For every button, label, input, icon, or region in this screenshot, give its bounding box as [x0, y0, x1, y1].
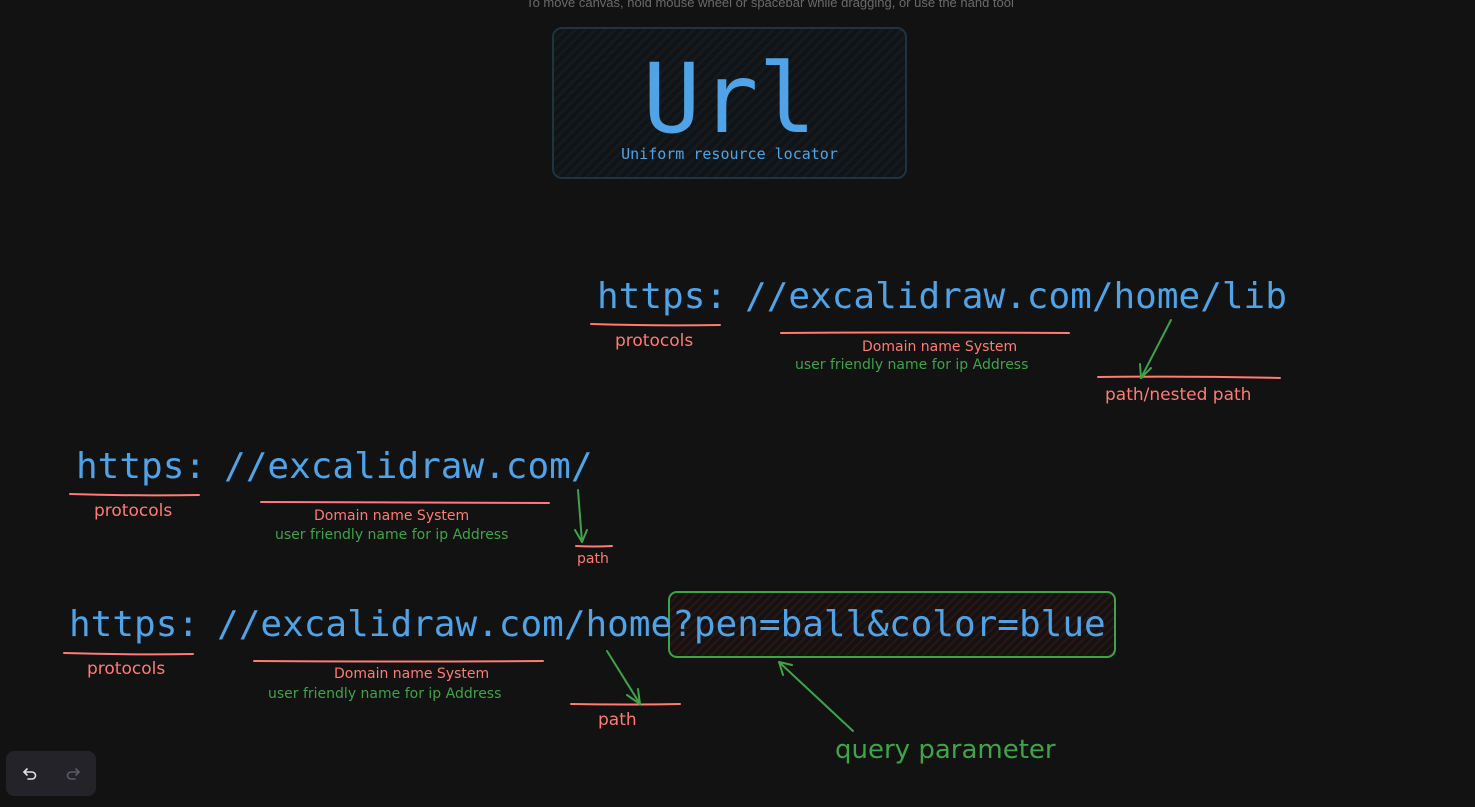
redo-icon — [66, 767, 80, 780]
dns-label: Domain name System — [334, 666, 490, 682]
url-rest: //excalidraw.com/home — [217, 604, 673, 645]
undo-redo-toolbar — [6, 751, 96, 796]
path-underline — [575, 545, 613, 548]
dns-underline — [780, 331, 1070, 334]
url-example-2[interactable]: https: //excalidraw.com/ — [76, 449, 593, 485]
canvas-hint: To move canvas, hold mouse wheel or spac… — [526, 0, 1014, 10]
dns-note: user friendly name for ip Address — [795, 357, 1029, 373]
path-label: path — [598, 710, 637, 730]
redo-button[interactable] — [51, 751, 95, 796]
query-parameter-label: query parameter — [835, 735, 1056, 765]
url-rest: //excalidraw.com/ — [224, 446, 593, 487]
url-example-1[interactable]: https: //excalidraw.com/home/lib — [597, 279, 1287, 315]
url-protocol: https: — [76, 446, 207, 487]
protocols-label: protocols — [615, 331, 694, 351]
protocols-label: protocols — [94, 501, 173, 521]
path-label: path — [577, 551, 609, 567]
undo-icon — [23, 767, 37, 780]
url-protocol: https: — [597, 276, 728, 317]
dns-underline — [260, 501, 550, 504]
query-highlight-box[interactable] — [668, 591, 1116, 658]
protocol-underline — [590, 323, 721, 327]
query-arrow — [778, 661, 854, 732]
dns-label: Domain name System — [314, 508, 470, 524]
dns-label: Domain name System — [862, 339, 1018, 355]
protocols-label: protocols — [87, 659, 166, 679]
url-query: ?pen=ball&color=blue — [672, 604, 1106, 645]
url-protocol: https: — [69, 604, 200, 645]
url-example-3[interactable]: https: //excalidraw.com/home?pen=ball&col… — [69, 607, 1106, 643]
url-rest: //excalidraw.com/home/lib — [745, 276, 1287, 317]
dns-note: user friendly name for ip Address — [268, 686, 502, 702]
path-label: path/nested path — [1105, 385, 1252, 405]
dns-underline — [253, 660, 544, 663]
path-underline — [1097, 375, 1281, 379]
protocol-underline — [69, 493, 200, 497]
path-arrow — [577, 489, 583, 543]
subtitle-text: Uniform resource locator — [621, 145, 838, 163]
undo-button[interactable] — [8, 751, 52, 796]
dns-note: user friendly name for ip Address — [275, 527, 509, 543]
path-arrow — [1140, 319, 1172, 379]
path-arrow — [606, 650, 641, 705]
title-card[interactable] — [552, 27, 907, 179]
title-text: Url — [642, 43, 817, 155]
path-underline — [570, 703, 681, 706]
protocol-underline — [63, 652, 194, 656]
